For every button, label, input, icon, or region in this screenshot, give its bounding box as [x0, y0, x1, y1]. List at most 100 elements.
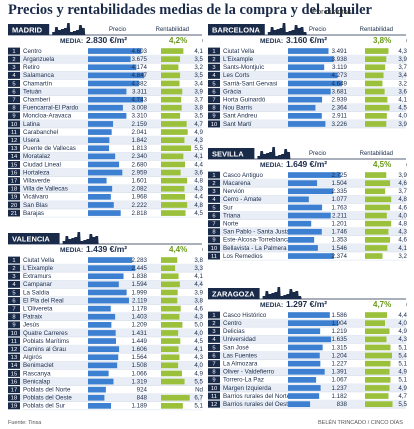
district-name: Este-Alcosa-Torreblanca — [223, 237, 291, 244]
price-bar — [88, 137, 110, 143]
rank-box — [208, 368, 220, 376]
yield-bar — [161, 121, 187, 127]
rank-number: 1 — [212, 313, 215, 319]
rank-number: 19 — [11, 195, 17, 201]
rank-number: 3 — [212, 329, 215, 335]
district-name: Moratalaz — [23, 153, 50, 160]
rank-box — [8, 305, 20, 313]
district-name: Hortaleza — [23, 169, 50, 176]
rank-box — [208, 344, 220, 351]
price-value: 2.159 — [132, 121, 148, 128]
rank-number: 7 — [212, 98, 215, 104]
district-name: Extramurs — [23, 273, 51, 280]
price-bar — [288, 237, 315, 243]
rank-number: 13 — [11, 355, 17, 361]
yield-bar — [365, 228, 389, 235]
district-name: Torrero-La Paz — [223, 377, 264, 384]
media-label: MEDIA: — [60, 247, 83, 254]
district-name: San Blas — [23, 202, 48, 209]
price-bar — [88, 305, 111, 312]
rank-box — [8, 47, 20, 55]
yield-bar — [161, 305, 181, 312]
price-value: 4.273 — [332, 72, 348, 79]
district-name: Fuencarral-El Pardo — [23, 105, 79, 112]
yield-value: 4,9 — [398, 385, 407, 392]
yield-bar — [161, 104, 182, 111]
price-bar — [88, 210, 121, 216]
rank-box — [208, 104, 220, 112]
rank-box — [8, 104, 20, 112]
yield-value: 4,3 — [194, 137, 203, 144]
city-panel-valencia: VALENCIA€/m²En %MEDIA:1.439 €/m²4,4%1Ciu… — [8, 232, 204, 411]
price-value: 3.311 — [132, 88, 148, 95]
media-bg — [8, 245, 202, 254]
district-name: Sur — [223, 204, 233, 211]
price-bar — [288, 48, 329, 54]
price-bar — [88, 297, 129, 304]
yield-bar — [365, 237, 391, 243]
price-value: 2.364 — [332, 105, 348, 112]
rank-number: 1 — [212, 49, 215, 55]
yield-value: 4,4 — [194, 281, 203, 288]
yield-value: 3,7 — [398, 64, 407, 71]
price-header: Precio — [309, 151, 327, 157]
yield-value: 3,2 — [194, 64, 203, 71]
rank-box — [208, 179, 220, 187]
media-price: 1.297 €/m² — [286, 299, 327, 309]
district-name: Campanar — [23, 281, 52, 288]
yield-value: 3,8 — [194, 297, 203, 304]
yield-value: 5,1 — [194, 403, 203, 410]
yield-bar — [161, 289, 178, 296]
yield-value: 3,4 — [194, 80, 203, 87]
price-value: 4.382 — [132, 80, 148, 87]
yield-value: 3,5 — [194, 113, 203, 120]
media-yield: 4,4% — [169, 245, 187, 254]
rank-box — [8, 71, 20, 79]
price-value: 1.391 — [332, 369, 348, 376]
media-bg — [8, 36, 202, 45]
district-name: Poblats del Norte — [23, 387, 71, 394]
price-bar — [88, 113, 127, 119]
yield-value: 3,9 — [398, 172, 407, 179]
price-value: 1.968 — [132, 194, 148, 201]
yield-bar — [365, 113, 387, 119]
price-value: 1.842 — [132, 137, 148, 144]
rank-number: 14 — [11, 363, 18, 369]
rank-number: 21 — [11, 211, 17, 217]
rank-box — [208, 120, 220, 128]
price-value: 924 — [137, 387, 148, 394]
skyline-icon — [52, 23, 86, 35]
rank-number: 8 — [212, 370, 215, 376]
price-bar — [88, 394, 105, 401]
yield-bar — [161, 153, 184, 160]
price-value: 2.283 — [132, 257, 148, 264]
price-value: 2.340 — [132, 153, 148, 160]
price-bar — [88, 338, 117, 344]
price-header: Precio — [109, 27, 127, 33]
price-bar — [88, 322, 112, 328]
rank-box — [8, 55, 20, 63]
district-name: Oliver - Valdefierro — [223, 369, 275, 376]
city-badge — [208, 24, 265, 35]
yield-bar — [161, 80, 180, 87]
price-value: 1.431 — [132, 330, 148, 337]
district-name: Triana — [223, 212, 241, 219]
yield-bar — [365, 48, 389, 54]
yield-bar — [161, 265, 176, 271]
rank-number: 7 — [12, 98, 15, 104]
price-bar — [88, 96, 144, 103]
rank-number: 18 — [11, 187, 17, 193]
district-name: Delicias — [223, 328, 245, 335]
yield-value: 3,4 — [398, 72, 407, 79]
district-name: Ciudad Lineal — [23, 161, 61, 168]
price-value: 3.226 — [332, 121, 348, 128]
district-name: Salamanca — [23, 72, 55, 79]
yield-bar — [161, 378, 185, 385]
district-name: Benimaclet — [23, 362, 54, 369]
rank-number: 6 — [212, 353, 215, 359]
price-value: 1.178 — [132, 306, 148, 313]
rank-number: 5 — [212, 205, 215, 211]
yield-value: 3,9 — [194, 88, 203, 95]
rank-number: 3 — [12, 274, 15, 280]
